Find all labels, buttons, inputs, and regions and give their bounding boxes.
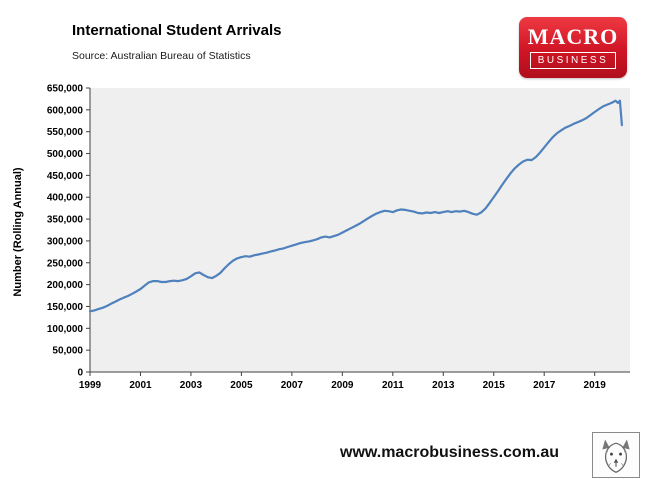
y-tick-label: 300,000 (47, 236, 84, 247)
y-tick-label: 550,000 (47, 127, 84, 138)
y-tick-label: 500,000 (47, 149, 84, 160)
x-tick-label: 2005 (230, 380, 253, 391)
y-tick-label: 600,000 (47, 105, 84, 116)
y-tick-label: 200,000 (47, 280, 84, 291)
y-tick-label: 350,000 (47, 215, 84, 226)
y-tick-label: 650,000 (47, 84, 84, 95)
plot-area (90, 88, 630, 372)
x-tick-label: 2011 (382, 380, 404, 391)
y-axis-title: Number (Rolling Annual) (12, 167, 24, 297)
chart-source: Source: Australian Bureau of Statistics (72, 50, 251, 62)
x-tick-label: 2001 (129, 380, 152, 391)
y-tick-label: 450,000 (47, 171, 84, 182)
y-tick-label: 150,000 (47, 302, 84, 313)
x-tick-label: 2007 (281, 380, 304, 391)
y-tick-label: 400,000 (47, 193, 84, 204)
logo-word-macro: MACRO (527, 24, 619, 49)
line-chart: 0 50,000 100,000 150,000 200,000 250,000 300,0… (47, 84, 630, 391)
wolf-sketch (602, 439, 630, 473)
x-tick-label: 2013 (432, 380, 455, 391)
x-tick-label: 2015 (483, 380, 506, 391)
y-tick-label: 100,000 (47, 324, 84, 335)
macrobusiness-logo: MACRO BUSINESS (519, 17, 627, 78)
site-url: www.macrobusiness.com.au (340, 444, 560, 461)
x-tick-label: 2017 (533, 380, 556, 391)
y-tick-label: 0 (77, 368, 83, 379)
x-tick-label: 2003 (180, 380, 203, 391)
series-line (88, 99, 624, 313)
x-tick-label: 2019 (584, 380, 607, 391)
logo-word-business: BUSINESS (529, 52, 617, 69)
wolf-logo-icon (592, 432, 640, 478)
y-tick-label: 50,000 (52, 346, 83, 357)
y-tick-label: 250,000 (47, 258, 84, 269)
x-tick-label: 1999 (79, 380, 102, 391)
x-tick-label: 2009 (331, 380, 354, 391)
chart-title: International Student Arrivals (72, 22, 282, 39)
